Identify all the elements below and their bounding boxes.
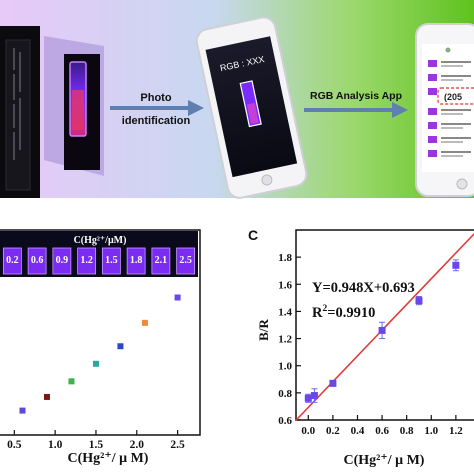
inset-concentration-label: 0.9 [56, 255, 69, 266]
panel-c-fit-line [295, 232, 474, 421]
data-point [310, 392, 318, 400]
panel-c-letter: C [248, 227, 258, 243]
top-illustration-panel: Photo identification RGB : XXX RGB Analy… [0, 0, 474, 199]
r2-superscript: 2 [322, 304, 327, 314]
r2-value: =0.9910 [327, 305, 375, 321]
inset-cuvette [27, 247, 47, 275]
inset-cuvette [77, 247, 97, 275]
inset-concentration-label: 1.5 [105, 255, 118, 266]
data-point [174, 294, 181, 301]
arrow-rgb-analysis: RGB Analysis App [304, 90, 408, 118]
x-tick-label: 1.0 [424, 425, 438, 437]
y-tick-label: 1.4 [278, 306, 292, 318]
arrow-1-label-line2: identification [122, 115, 191, 127]
panel-c-xlabel: C(Hg²⁺/ μ M) [344, 453, 425, 468]
x-tick-label: 0.4 [351, 425, 365, 437]
inset-cuvette [52, 247, 72, 275]
panel-b-x-ticks: 0.5 1.0 1.5 2.0 2.5 [7, 430, 185, 451]
y-tick-label: 1.6 [278, 279, 292, 291]
y-tick-label: 0.8 [278, 388, 292, 400]
panel-b-inset-strip: C(Hg²⁺/μM) 0.2 0.6 0.9 1.2 1.5 1.8 2.1 2.5 [0, 231, 198, 277]
x-tick-label: 0.5 [7, 439, 22, 451]
data-point [141, 319, 148, 326]
panel-c-equation: Y=0.948X+0.693 [312, 280, 415, 296]
phone-camera: RGB : XXX [195, 16, 308, 199]
data-point [19, 407, 26, 414]
uv-box-vertical-text [13, 48, 21, 160]
inset-concentration-label: 1.2 [80, 255, 93, 266]
inset-cuvette [176, 247, 196, 275]
inset-cuvette [151, 247, 171, 275]
x-tick-label: 0.6 [375, 425, 389, 437]
panel-b-axes-frame [0, 229, 201, 436]
inset-concentration-label: 1.8 [130, 255, 143, 266]
inset-label: C(Hg²⁺/μM) [74, 235, 127, 246]
x-tick-label: 0.2 [326, 425, 340, 437]
y-tick-label: 0.6 [278, 415, 292, 427]
y-tick-label: 1.2 [278, 334, 292, 346]
inset-concentration-label: 0.2 [6, 255, 19, 266]
panel-c-x-ticks: 0.0 0.2 0.4 0.6 0.8 1.0 1.2 [301, 415, 463, 437]
app-rgb-result-box [437, 87, 474, 105]
phone-1-cuvette-liquid [246, 102, 259, 125]
y-tick-label: 1.8 [278, 252, 292, 264]
app-rgb-result-text: (205 [444, 92, 462, 102]
data-point [452, 261, 460, 269]
data-point [68, 378, 75, 385]
inset-concentration-label: 2.1 [155, 255, 168, 266]
cuvette-liquid [72, 90, 84, 130]
panel-c-chart: C 0.0 0.2 0.4 0.6 0.8 1.0 1.2 0.6 0.8 1.0 1.2 1.4 1… [248, 227, 474, 468]
x-tick-label: 2.0 [130, 439, 145, 451]
phone-2-home-button [456, 178, 468, 190]
inset-cuvette [2, 247, 22, 275]
data-point [92, 360, 99, 367]
inset-cuvette [126, 247, 146, 275]
panel-c-points [304, 259, 460, 403]
inset-concentration-label: 2.5 [179, 255, 192, 266]
data-point [329, 379, 337, 387]
data-point [378, 326, 386, 334]
panel-c-ylabel: B/R [256, 319, 271, 341]
arrow-photo-identification: Photo identification [110, 92, 204, 127]
uv-light-box [0, 26, 40, 198]
data-point [415, 297, 423, 305]
panel-b-xlabel: C(Hg²⁺/ μ M) [68, 451, 149, 466]
panel-c-r2: R2=0.9910 [312, 304, 375, 321]
arrow-1-label-line1: Photo [140, 92, 171, 104]
x-tick-label: 0.8 [400, 425, 414, 437]
phone-1-home-button [261, 174, 273, 186]
panel-b-points [19, 294, 181, 414]
inset-concentration-label: 0.6 [31, 255, 44, 266]
arrow-2-head [392, 102, 408, 118]
uv-box-panel [5, 39, 31, 191]
cuvette-under-uv [44, 36, 104, 176]
data-point [43, 393, 50, 400]
x-tick-label: 1.2 [449, 425, 463, 437]
panel-b-chart: C(Hg²⁺/μM) 0.2 0.6 0.9 1.2 1.5 1.8 2.1 2.5 0.5 1… [0, 229, 201, 466]
app-list [428, 60, 471, 157]
app-logo-icon [445, 47, 451, 53]
inset-cuvette [101, 247, 121, 275]
data-point [304, 394, 312, 402]
r2-r-letter: R [312, 305, 323, 321]
x-tick-label: 1.5 [89, 439, 104, 451]
panel-c-axes-frame [295, 229, 474, 421]
arrow-1-head [188, 100, 204, 116]
x-tick-label: 1.0 [48, 439, 63, 451]
panel-c-y-ticks: 0.6 0.8 1.0 1.2 1.4 1.6 1.8 [278, 252, 301, 427]
y-tick-label: 1.0 [278, 361, 292, 373]
data-point [117, 343, 124, 350]
x-tick-label: 2.5 [170, 439, 185, 451]
x-tick-label: 0.0 [301, 425, 315, 437]
arrow-2-label: RGB Analysis App [310, 90, 402, 102]
phone-app: (205 [415, 23, 474, 197]
